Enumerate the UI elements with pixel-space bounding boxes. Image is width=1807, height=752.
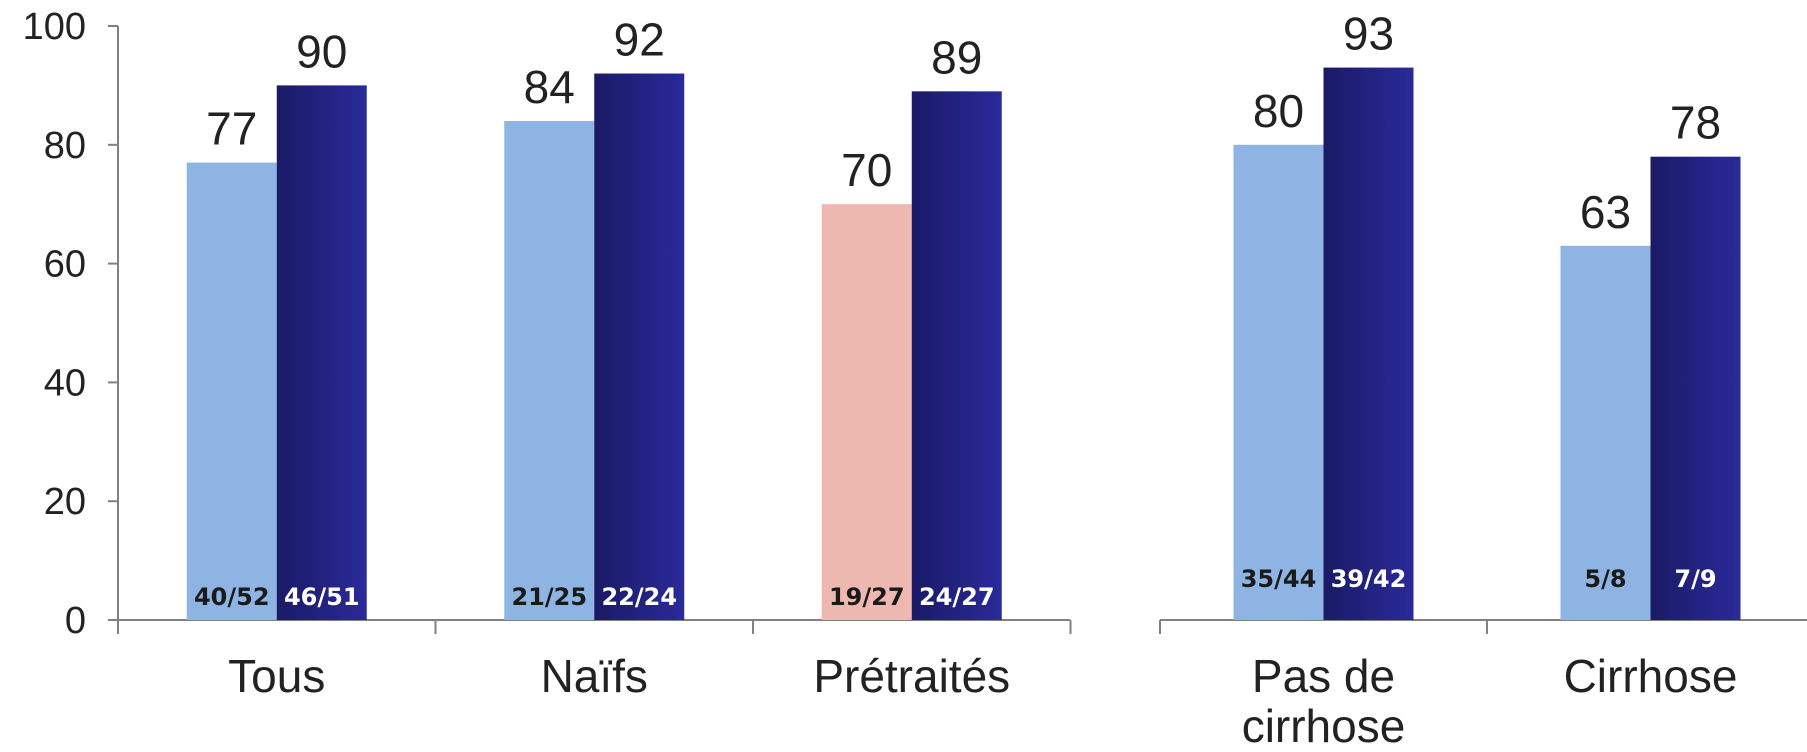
- y-tick-label: 20: [44, 481, 86, 523]
- bar-fraction-label: 46/51: [284, 583, 360, 611]
- bar-value-label: 70: [841, 144, 892, 196]
- y-tick-label: 0: [65, 600, 86, 642]
- category-label: Cirrhose: [1564, 650, 1738, 702]
- bar-fraction-label: 19/27: [829, 583, 905, 611]
- y-tick-label: 80: [44, 125, 86, 167]
- bar-fraction-label: 7/9: [1674, 565, 1716, 593]
- bar-value-label: 78: [1670, 97, 1721, 149]
- bar: [1323, 67, 1414, 620]
- category-label-line: Naïfs: [541, 650, 648, 702]
- category-label: Naïfs: [541, 650, 648, 702]
- bar-value-label: 84: [524, 61, 575, 113]
- category-label-line: Tous: [228, 650, 325, 702]
- bar: [186, 162, 277, 620]
- bar-value-label: 77: [206, 103, 257, 155]
- bar-fraction-label: 21/25: [511, 583, 587, 611]
- bar-value-label: 63: [1580, 186, 1631, 238]
- y-tick-label: 100: [23, 6, 86, 48]
- bar-value-label: 92: [614, 14, 665, 66]
- bar-fraction-label: 5/8: [1584, 565, 1626, 593]
- category-label-line: Pas de: [1252, 650, 1395, 702]
- bar-fraction-label: 39/42: [1331, 565, 1407, 593]
- y-tick-label: 40: [44, 362, 86, 404]
- bar-value-label: 93: [1343, 8, 1394, 60]
- y-tick-label: 60: [44, 244, 86, 286]
- bars: [186, 67, 1741, 621]
- bar: [1560, 245, 1651, 620]
- bar: [911, 91, 1002, 621]
- labels: 0 20 40 60 80 100 Tous 77 40/52 90 46/51 Naïfs 84 21/…: [23, 6, 1738, 752]
- category-label-line: Prétraités: [813, 650, 1010, 702]
- category-label-line: Cirrhose: [1564, 650, 1738, 702]
- bar-fraction-label: 24/27: [919, 583, 995, 611]
- bar: [276, 85, 367, 620]
- bar: [821, 204, 912, 620]
- bar: [1650, 156, 1741, 620]
- bar-fraction-label: 35/44: [1241, 565, 1317, 593]
- category-label: Tous: [228, 650, 325, 702]
- category-label: Prétraités: [813, 650, 1010, 702]
- bar: [504, 121, 595, 620]
- bar: [594, 73, 685, 620]
- category-label: Pas de cirrhose: [1242, 650, 1406, 752]
- bar-value-label: 90: [296, 25, 347, 77]
- bar-fraction-label: 40/52: [194, 583, 270, 611]
- bar-fraction-label: 22/24: [601, 583, 677, 611]
- bar-value-label: 80: [1253, 85, 1304, 137]
- category-label-line: cirrhose: [1242, 700, 1406, 752]
- bar-value-label: 89: [931, 31, 982, 83]
- bar: [1233, 144, 1324, 621]
